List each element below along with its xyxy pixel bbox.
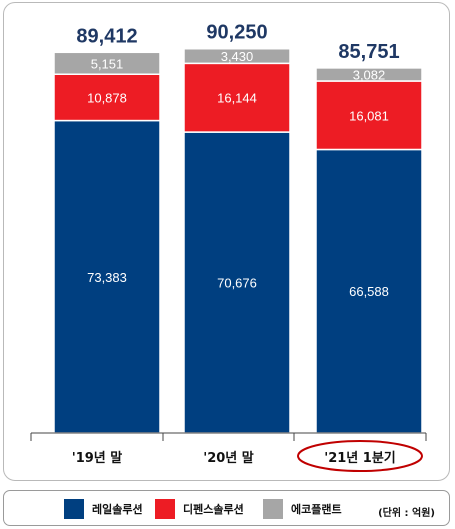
value-label-eco-1: 5,151	[91, 56, 124, 71]
legend-swatch-defense	[155, 499, 175, 519]
category-label-2: '20년 말	[203, 451, 254, 466]
unit-note: (단위 : 억원)	[378, 508, 435, 519]
bar-eco-2	[183, 47, 291, 65]
bar-defense-3	[315, 80, 423, 151]
highlight-ellipse	[297, 440, 423, 472]
value-label-defense-3: 16,081	[349, 108, 389, 123]
legend-item-eco: 에코플랜트	[263, 499, 342, 519]
value-label-rail-2: 70,676	[217, 276, 257, 291]
legend: 레일솔루션 디펜스솔루션 에코플랜트 (단위 : 억원)	[3, 490, 450, 526]
legend-item-rail: 레일솔루션	[64, 499, 143, 519]
bar-eco-3	[315, 67, 423, 82]
value-label-rail-1: 73,383	[87, 270, 127, 285]
category-label-1: '19년 말	[72, 451, 123, 466]
category-label-3: '21년 1분기	[324, 451, 396, 466]
value-label-rail-3: 66,588	[349, 284, 389, 299]
value-label-eco-3: 3,082	[353, 67, 386, 82]
total-label-1: 89,412	[76, 25, 137, 47]
bar-rail-3	[315, 148, 423, 434]
total-label-2: 90,250	[206, 22, 267, 44]
legend-label-defense: 디펜스솔루션	[183, 503, 244, 516]
bar-rail-1	[53, 119, 161, 434]
total-label-3: 85,751	[338, 41, 399, 63]
value-label-defense-2: 16,144	[217, 91, 257, 106]
legend-label-eco: 에코플랜트	[291, 503, 342, 516]
legend-item-defense: 디펜스솔루션	[155, 499, 244, 519]
legend-label-rail: 레일솔루션	[92, 503, 143, 516]
bar-defense-2	[183, 62, 291, 133]
value-label-defense-1: 10,878	[87, 90, 127, 105]
legend-swatch-rail	[64, 499, 84, 519]
bar-eco-1	[53, 51, 161, 75]
stacked-bar-chart: 73,383 10,878 5,151 89,412 '19년 말 70,676 16,14…	[30, 22, 427, 472]
bar-rail-2	[183, 131, 291, 434]
value-label-eco-2: 3,430	[221, 49, 254, 64]
legend-swatch-eco	[263, 499, 283, 519]
